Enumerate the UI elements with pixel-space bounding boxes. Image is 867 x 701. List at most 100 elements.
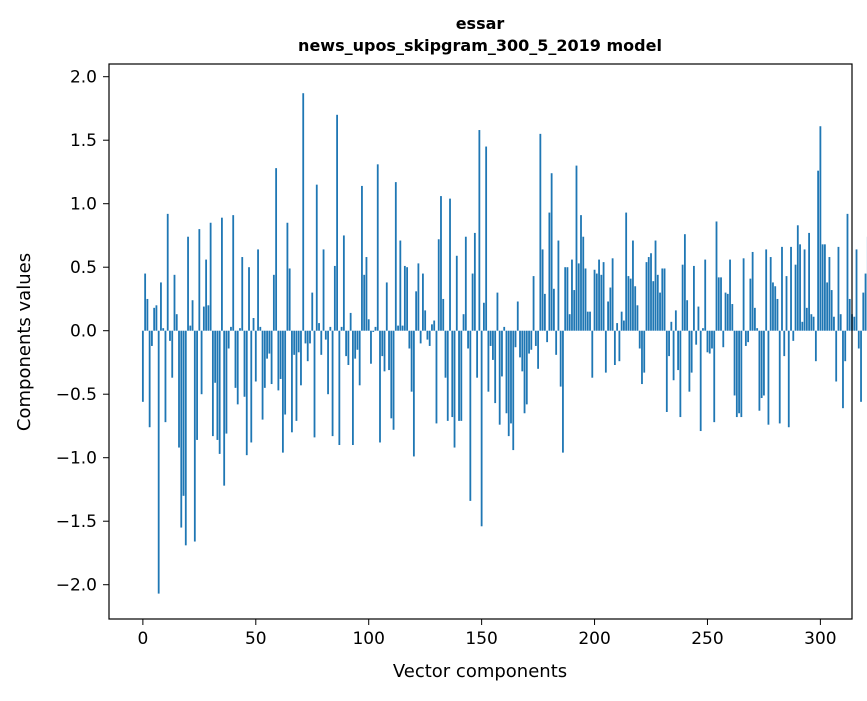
x-tick-label: 0 <box>137 629 148 649</box>
bar-component-225 <box>650 253 652 330</box>
bar-component-242 <box>688 331 690 392</box>
bar-component-155 <box>492 331 494 360</box>
chart-title-line2: news_upos_skipgram_300_5_2019 model <box>298 36 662 55</box>
bar-component-17 <box>180 331 182 528</box>
bar-component-184 <box>558 241 560 331</box>
bar-component-241 <box>686 300 688 330</box>
bar-component-47 <box>248 267 250 331</box>
bar-component-86 <box>336 115 338 331</box>
bar-component-152 <box>485 147 487 331</box>
bar-component-174 <box>535 331 537 346</box>
chart-title-line1: essar <box>456 14 505 33</box>
y-tick-label: 2.0 <box>70 68 97 88</box>
bar-component-151 <box>483 303 485 331</box>
bar-component-304 <box>829 257 831 331</box>
y-axis-label: Components values <box>14 253 35 431</box>
bar-component-191 <box>573 290 575 331</box>
bar-component-230 <box>661 268 663 330</box>
bar-component-29 <box>207 305 209 330</box>
bar-component-48 <box>250 331 252 443</box>
bar-component-85 <box>334 266 336 331</box>
bar-component-56 <box>268 331 270 354</box>
bar-component-76 <box>314 331 316 438</box>
bar-component-19 <box>185 331 187 546</box>
bar-component-157 <box>497 293 499 331</box>
bar-component-182 <box>553 289 555 331</box>
bar-component-218 <box>634 286 636 330</box>
bar-component-265 <box>740 331 742 417</box>
bar-component-186 <box>562 331 564 453</box>
bar-component-11 <box>167 214 169 331</box>
bar-component-163 <box>510 331 512 424</box>
bar-component-153 <box>488 331 490 392</box>
bar-component-271 <box>754 308 756 331</box>
bar-component-66 <box>291 331 293 433</box>
bar-component-116 <box>404 266 406 331</box>
bar-component-7 <box>158 331 160 594</box>
bar-component-28 <box>205 260 207 331</box>
bar-component-31 <box>212 331 214 436</box>
bar-component-261 <box>731 304 733 331</box>
bar-component-99 <box>366 257 368 331</box>
bar-component-8 <box>160 282 162 330</box>
bar-component-311 <box>844 331 846 361</box>
bar-component-310 <box>842 331 844 408</box>
y-tick-label: −2.0 <box>56 576 97 596</box>
bar-component-13 <box>171 331 173 378</box>
bar-component-74 <box>309 331 311 344</box>
y-tick-label: −1.0 <box>56 449 97 469</box>
bar-component-32 <box>214 331 216 383</box>
bar-component-22 <box>192 300 194 330</box>
bar-component-147 <box>474 233 476 331</box>
bar-component-177 <box>542 249 544 330</box>
bar-component-58 <box>273 275 275 331</box>
bar-component-196 <box>585 268 587 330</box>
bar-component-15 <box>176 314 178 331</box>
bar-component-284 <box>783 331 785 356</box>
bar-component-51 <box>257 249 259 330</box>
bar-component-305 <box>831 290 833 331</box>
bar-component-64 <box>287 223 289 331</box>
bar-component-138 <box>454 331 456 448</box>
bar-component-289 <box>795 265 797 331</box>
bar-component-295 <box>808 233 810 331</box>
bar-component-36 <box>223 331 225 486</box>
x-tick-label: 250 <box>691 629 723 649</box>
bar-component-219 <box>637 305 639 330</box>
bar-component-9 <box>162 328 164 331</box>
bar-component-146 <box>472 274 474 331</box>
x-tick-label: 50 <box>245 629 267 649</box>
bar-component-255 <box>718 277 720 330</box>
bar-component-287 <box>790 247 792 331</box>
bar-component-41 <box>235 331 237 388</box>
bar-component-240 <box>684 234 686 331</box>
bar-component-57 <box>271 331 273 384</box>
bar-component-292 <box>801 322 803 331</box>
bar-component-236 <box>675 310 677 330</box>
bar-component-75 <box>311 293 313 331</box>
bar-component-199 <box>591 331 593 378</box>
bar-component-160 <box>503 327 505 331</box>
y-axis: −2.0−1.5−1.0−0.50.00.51.01.52.0 <box>56 68 109 596</box>
bar-component-12 <box>169 331 171 341</box>
bar-component-301 <box>822 244 824 330</box>
bar-component-25 <box>198 229 200 331</box>
bar-component-243 <box>691 331 693 373</box>
bar-component-190 <box>571 260 573 331</box>
bar-component-156 <box>494 331 496 403</box>
bar-component-165 <box>515 331 517 348</box>
bar-component-30 <box>210 223 212 331</box>
bar-component-228 <box>657 275 659 331</box>
x-tick-label: 100 <box>352 629 384 649</box>
bar-component-263 <box>736 331 738 417</box>
bar-component-251 <box>709 331 711 354</box>
bar-component-176 <box>539 134 541 331</box>
y-tick-label: 0.0 <box>70 322 97 342</box>
bar-component-173 <box>533 276 535 331</box>
bar-component-136 <box>449 199 451 331</box>
bar-component-197 <box>587 312 589 331</box>
x-tick-label: 200 <box>578 629 610 649</box>
bar-component-139 <box>456 256 458 331</box>
bar-component-141 <box>460 331 462 421</box>
bar-component-226 <box>652 281 654 331</box>
